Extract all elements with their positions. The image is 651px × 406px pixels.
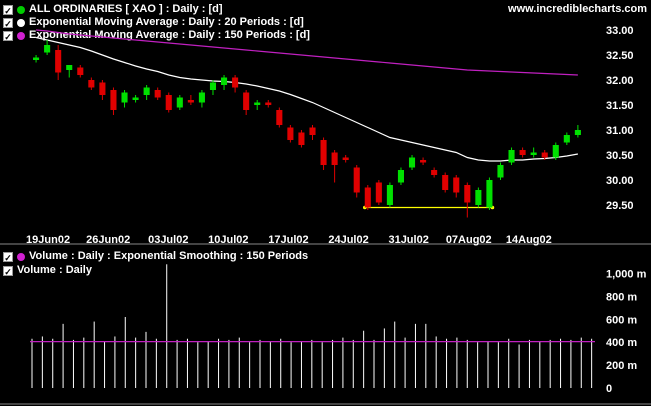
candle-body: [154, 90, 161, 98]
candle-body: [486, 180, 493, 208]
price-y-tick-label: 31.00: [606, 125, 634, 137]
candle-body: [320, 140, 327, 165]
candle-body: [331, 152, 338, 165]
watermark: www.incrediblecharts.com: [508, 3, 647, 15]
candle-body: [165, 95, 172, 110]
legend-ema150[interactable]: ✓ Exponential Moving Average : Daily : 1…: [3, 29, 310, 42]
legend-ema150-dot: [17, 31, 25, 40]
legend-price-dot: [17, 5, 25, 14]
candle-body: [574, 130, 581, 135]
date-axis-label: 19Jun02: [26, 234, 70, 246]
candle-body: [508, 150, 515, 163]
legend-price-checkbox[interactable]: ✓: [3, 4, 13, 16]
legend-ema20-checkbox[interactable]: ✓: [3, 17, 13, 29]
candle-body: [198, 92, 205, 103]
price-y-tick-label: 32.00: [606, 75, 634, 87]
candle-body: [220, 77, 228, 85]
date-axis-label: 10Jul02: [208, 234, 248, 246]
candle-body: [77, 67, 84, 75]
price-y-tick-label: 29.50: [606, 200, 634, 212]
candle-body: [176, 97, 183, 108]
legend-ema20-dot: [17, 18, 25, 27]
price-y-tick-label: 30.50: [606, 150, 634, 162]
legend-price[interactable]: ✓ ALL ORDINARIES [ XAO ] : Daily : [d]: [3, 3, 223, 16]
date-axis-label: 26Jun02: [86, 234, 130, 246]
candle-body: [309, 127, 316, 135]
candle-body: [464, 185, 471, 203]
price-y-tick-label: 30.00: [606, 175, 634, 187]
legend-ema150-label: Exponential Moving Average : Daily : 150…: [29, 29, 310, 41]
date-axis-label: 03Jul02: [148, 234, 188, 246]
candle-body: [209, 82, 217, 90]
legend-ema20-label: Exponential Moving Average : Daily : 20 …: [29, 16, 304, 28]
candle-body: [530, 152, 537, 155]
price-y-tick-label: 33.00: [606, 25, 634, 37]
candle-body: [420, 160, 427, 163]
legend-price-label: ALL ORDINARIES [ XAO ] : Daily : [d]: [29, 3, 223, 15]
candle-body: [552, 145, 559, 158]
candle-body: [33, 57, 40, 60]
legend-volume-ema-label: Volume : Daily : Exponential Smoothing :…: [29, 250, 309, 262]
candle-body: [55, 50, 62, 73]
candle-body: [265, 102, 272, 105]
candle-body: [66, 65, 73, 70]
candle-body: [121, 92, 128, 103]
date-axis-label: 17Jul02: [268, 234, 308, 246]
candle-body: [187, 100, 194, 103]
candle-body: [386, 185, 393, 205]
candle-body: [254, 102, 261, 105]
legend-volume-ema-dot: [17, 252, 25, 261]
candle-body: [475, 190, 482, 205]
candle-body: [353, 167, 360, 193]
candle-body: [541, 152, 548, 158]
date-axis-label: 24Jul02: [328, 234, 368, 246]
candle-body: [497, 165, 504, 178]
legend-volume[interactable]: ✓ Volume : Daily: [3, 264, 92, 277]
candle-body: [442, 175, 449, 190]
candle-body: [243, 92, 250, 110]
candle-body: [342, 157, 349, 160]
ema20-line: [35, 36, 578, 162]
candle-body: [431, 170, 438, 175]
candle-body: [143, 87, 150, 95]
volume-y-tick-label: 200 m: [606, 360, 637, 372]
price-y-tick-label: 32.50: [606, 50, 634, 62]
candle-body: [44, 45, 51, 53]
ema150-line: [36, 29, 578, 76]
candle-body: [110, 90, 117, 110]
candle-body: [232, 77, 239, 88]
candle-body: [88, 80, 95, 88]
candle-body: [287, 127, 294, 140]
volume-y-tick-label: 0: [606, 383, 612, 395]
legend-volume-checkbox[interactable]: ✓: [3, 265, 13, 277]
price-y-tick-label: 31.50: [606, 100, 634, 112]
candle-body: [375, 182, 382, 203]
legend-volume-label: Volume : Daily: [17, 264, 92, 276]
volume-y-tick-label: 600 m: [606, 314, 637, 326]
date-axis-label: 07Aug02: [446, 234, 492, 246]
legend-volume-ema[interactable]: ✓ Volume : Daily : Exponential Smoothing…: [3, 250, 308, 263]
volume-y-tick-label: 400 m: [606, 337, 637, 349]
candle-body: [364, 187, 371, 208]
candle-body: [453, 177, 460, 193]
volume-y-tick-label: 1,000 m: [606, 268, 647, 280]
legend-volume-ema-checkbox[interactable]: ✓: [3, 251, 13, 263]
candle-body: [408, 157, 416, 168]
candle-body: [519, 150, 526, 155]
candle-body: [276, 110, 283, 125]
date-axis-label: 31Jul02: [388, 234, 428, 246]
legend-ema150-checkbox[interactable]: ✓: [3, 30, 13, 42]
candle-body: [99, 82, 106, 95]
volume-y-tick-label: 800 m: [606, 291, 637, 303]
candle-body: [563, 135, 570, 143]
candle-body: [397, 170, 405, 183]
candle-body: [132, 97, 139, 100]
date-axis-label: 14Aug02: [506, 234, 552, 246]
legend-ema20[interactable]: ✓ Exponential Moving Average : Daily : 2…: [3, 16, 304, 29]
candle-body: [298, 132, 305, 145]
